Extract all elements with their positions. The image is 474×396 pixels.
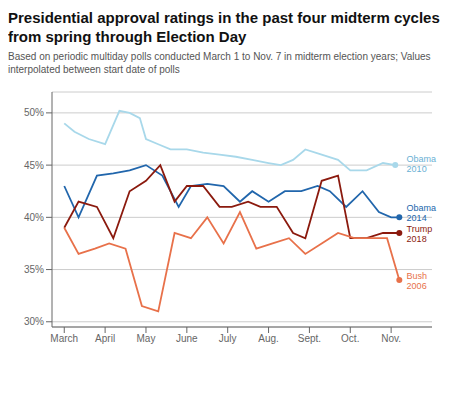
svg-text:45%: 45% (24, 160, 44, 171)
svg-text:Trump2018: Trump2018 (407, 224, 433, 244)
svg-text:May: May (137, 333, 156, 344)
svg-text:50%: 50% (24, 107, 44, 118)
html-text:Based on periodic multiday pol: Based on periodic multiday polls conduct… (8, 51, 431, 75)
html-text:Presidential approval ratings: Presidential approval ratings in the pas… (8, 9, 440, 45)
svg-text:Obama2010: Obama2010 (407, 154, 437, 174)
svg-text:April: April (95, 333, 115, 344)
svg-text:March: March (50, 333, 78, 344)
svg-text:40%: 40% (24, 212, 44, 223)
svg-text:30%: 30% (24, 316, 44, 327)
svg-text:Obama2014: Obama2014 (407, 203, 437, 223)
svg-text:Nov.: Nov. (381, 333, 401, 344)
svg-text:Bush2006: Bush2006 (407, 271, 428, 291)
svg-text:Aug.: Aug. (258, 333, 279, 344)
svg-text:June: June (176, 333, 198, 344)
svg-text:July: July (219, 333, 237, 344)
svg-text:35%: 35% (24, 264, 44, 275)
svg-text:Oct.: Oct. (341, 333, 359, 344)
svg-text:Sept.: Sept. (298, 333, 321, 344)
